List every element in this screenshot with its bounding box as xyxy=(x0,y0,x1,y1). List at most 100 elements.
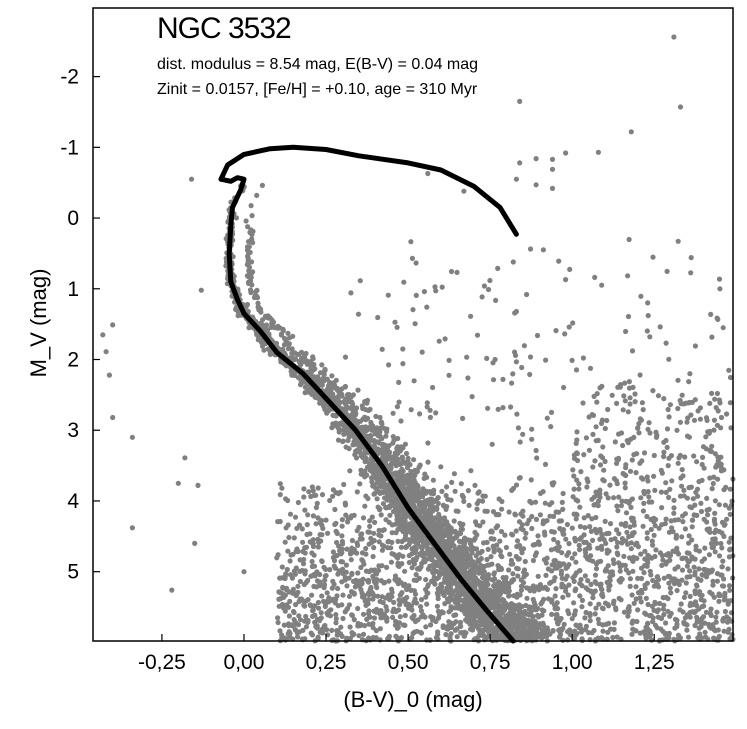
star-point xyxy=(366,608,372,614)
star-point xyxy=(371,467,377,473)
star-point xyxy=(386,443,392,449)
star-point xyxy=(521,580,527,586)
star-point xyxy=(301,486,307,492)
star-point xyxy=(588,528,595,535)
star-point xyxy=(397,473,403,479)
star-point xyxy=(375,593,381,599)
star-point xyxy=(275,619,281,626)
star-point xyxy=(587,611,593,617)
star-point xyxy=(342,354,349,360)
star-point xyxy=(406,496,412,502)
star-point xyxy=(633,596,639,602)
star-point xyxy=(704,495,710,501)
star-point xyxy=(641,500,647,506)
star-point xyxy=(368,535,374,541)
star-point xyxy=(383,433,389,439)
star-point xyxy=(438,464,444,470)
star-point xyxy=(361,561,367,567)
star-point xyxy=(586,630,592,636)
star-point xyxy=(708,540,715,547)
star-point xyxy=(389,551,395,557)
star-point xyxy=(292,372,298,379)
star-point xyxy=(346,399,352,405)
star-point xyxy=(478,580,484,586)
star-point xyxy=(373,581,379,587)
star-point xyxy=(605,563,611,569)
star-point xyxy=(537,512,544,518)
star-point xyxy=(430,477,436,483)
star-point xyxy=(331,558,338,564)
star-point xyxy=(362,623,368,629)
star-point xyxy=(517,439,523,445)
star-point xyxy=(442,588,448,594)
star-point xyxy=(533,516,540,523)
star-point xyxy=(582,547,588,553)
star-point xyxy=(499,506,505,512)
star-point xyxy=(713,464,719,470)
star-point xyxy=(551,529,557,535)
star-point xyxy=(339,546,345,552)
star-point xyxy=(706,552,713,558)
star-point xyxy=(580,355,587,361)
star-point xyxy=(374,474,381,480)
star-point xyxy=(552,575,558,581)
star-point xyxy=(465,619,471,625)
star-point xyxy=(400,346,406,352)
star-point xyxy=(686,533,692,539)
star-point xyxy=(493,511,499,518)
star-point xyxy=(627,468,634,474)
star-point xyxy=(341,408,347,414)
star-point xyxy=(451,518,457,524)
star-point xyxy=(553,565,559,571)
star-point xyxy=(409,487,415,493)
star-point xyxy=(467,604,473,610)
star-point xyxy=(625,409,631,415)
star-point xyxy=(650,619,656,625)
star-point xyxy=(425,459,431,465)
star-point xyxy=(374,486,380,492)
star-point xyxy=(552,546,558,552)
star-point xyxy=(514,594,520,600)
star-point xyxy=(302,568,308,574)
star-point xyxy=(275,552,281,558)
star-point xyxy=(287,630,293,637)
star-point xyxy=(322,367,328,373)
star-point xyxy=(518,587,525,593)
star-point xyxy=(467,537,473,543)
star-point xyxy=(687,602,693,609)
star-point xyxy=(724,411,730,417)
star-point xyxy=(365,529,371,535)
star-point xyxy=(574,450,580,456)
star-point xyxy=(454,269,460,275)
star-point xyxy=(572,551,578,557)
star-point xyxy=(333,612,339,618)
star-point xyxy=(662,521,668,527)
star-point xyxy=(650,388,656,394)
star-point xyxy=(692,502,698,508)
star-point xyxy=(297,578,303,585)
star-point xyxy=(340,570,346,577)
star-point xyxy=(334,385,340,391)
star-point xyxy=(435,631,441,638)
star-point xyxy=(421,475,427,481)
star-point xyxy=(588,581,594,588)
star-point xyxy=(540,489,546,495)
star-point xyxy=(569,555,575,561)
star-point xyxy=(573,516,579,522)
x-tick-label: 0,50 xyxy=(388,651,429,674)
star-point xyxy=(694,486,701,492)
star-point xyxy=(496,564,502,570)
star-point xyxy=(675,238,681,244)
star-point xyxy=(477,610,483,616)
star-point xyxy=(406,541,412,548)
star-point xyxy=(348,557,354,563)
star-point xyxy=(578,469,584,475)
star-point xyxy=(349,537,355,544)
star-point xyxy=(666,356,672,362)
star-point xyxy=(464,564,470,570)
star-point xyxy=(506,509,512,515)
star-point xyxy=(552,557,558,564)
star-point xyxy=(259,182,265,188)
star-point xyxy=(322,573,328,579)
star-point xyxy=(244,301,251,308)
